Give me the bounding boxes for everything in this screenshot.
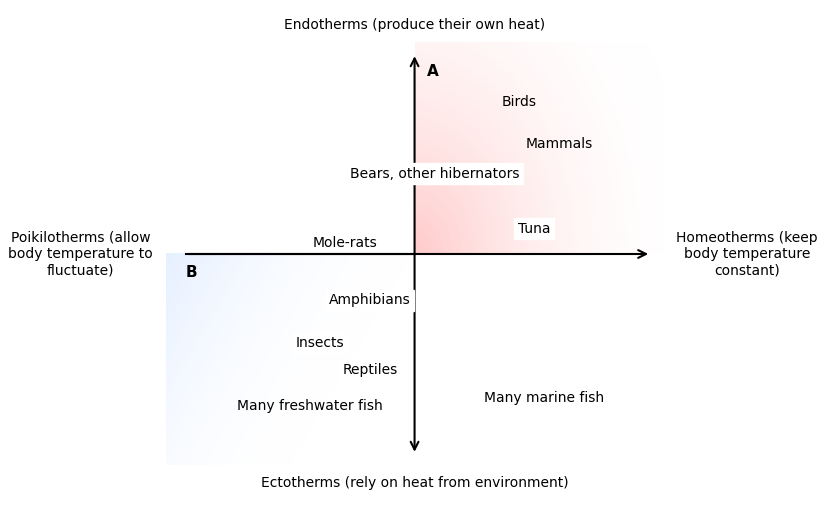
Text: Homeotherms (keep
body temperature
constant): Homeotherms (keep body temperature const… xyxy=(676,231,818,277)
Text: Many marine fish: Many marine fish xyxy=(484,391,604,404)
Text: Reptiles: Reptiles xyxy=(342,363,397,377)
Text: Mammals: Mammals xyxy=(525,137,592,151)
Text: A: A xyxy=(427,64,439,79)
Text: Mole-rats: Mole-rats xyxy=(312,236,377,250)
Text: Insects: Insects xyxy=(296,336,344,350)
Text: B: B xyxy=(186,265,197,279)
Text: Bears, other hibernators: Bears, other hibernators xyxy=(349,167,520,181)
Text: Amphibians: Amphibians xyxy=(329,294,411,307)
Text: Ectotherms (rely on heat from environment): Ectotherms (rely on heat from environmen… xyxy=(261,476,568,490)
Text: Poikilotherms (allow
body temperature to
fluctuate): Poikilotherms (allow body temperature to… xyxy=(8,231,153,277)
Text: Birds: Birds xyxy=(501,95,537,109)
Text: Many freshwater fish: Many freshwater fish xyxy=(237,399,383,413)
Text: Endotherms (produce their own heat): Endotherms (produce their own heat) xyxy=(284,18,545,32)
Text: Tuna: Tuna xyxy=(518,221,550,236)
